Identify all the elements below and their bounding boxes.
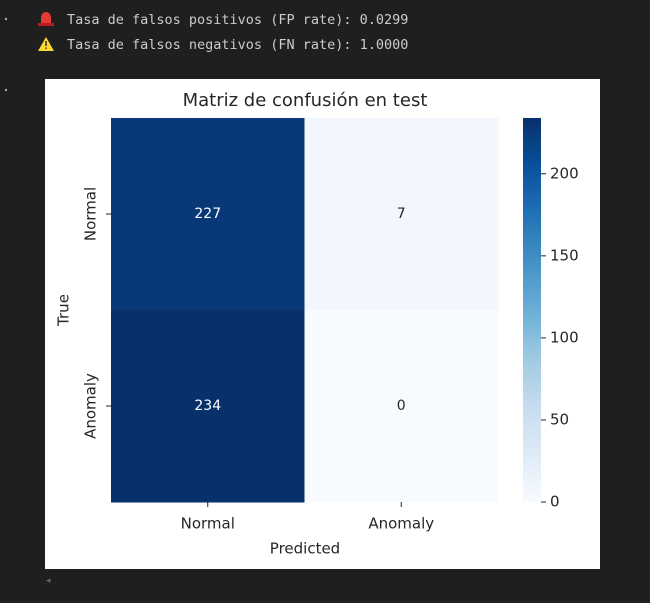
heatmap-cell [304,310,499,503]
colorbar-tick-label: 0 [550,493,560,511]
colorbar-tick-label: 50 [550,410,569,428]
chart: Matriz de confusión en test Predicted Tr… [55,90,579,558]
colorbar-tick-label: 100 [550,328,579,346]
y-tick-label: Normal [82,187,100,241]
output-line: Tasa de falsos negativos (FN rate): 1.00… [67,37,408,53]
colorbar-tick-label: 150 [550,246,579,264]
heatmap-cell [304,118,499,311]
colorbar [523,118,541,502]
y-tick-label: Anomaly [82,373,100,439]
colorbar-tick-label: 200 [550,164,579,182]
cell-value: 234 [194,398,221,414]
scroll-arrow: ◂ [46,576,51,586]
warning-icon [38,37,54,51]
y-axis-label: True [55,294,73,327]
cell-value: 7 [397,206,406,222]
output-line: Tasa de falsos positivos (FP rate): 0.02… [67,12,408,28]
heatmap-cell [111,118,305,311]
cell-dot [4,88,8,92]
heatmap-cell [111,310,305,503]
cell-value: 227 [194,206,221,222]
x-tick-label: Normal [181,515,235,533]
cell-value: 0 [397,398,406,414]
x-axis-label: Predicted [270,540,340,558]
cell-dot [4,17,8,21]
x-tick-label: Anomaly [368,515,434,533]
siren-icon [38,12,54,26]
chart-title: Matriz de confusión en test [183,90,428,111]
